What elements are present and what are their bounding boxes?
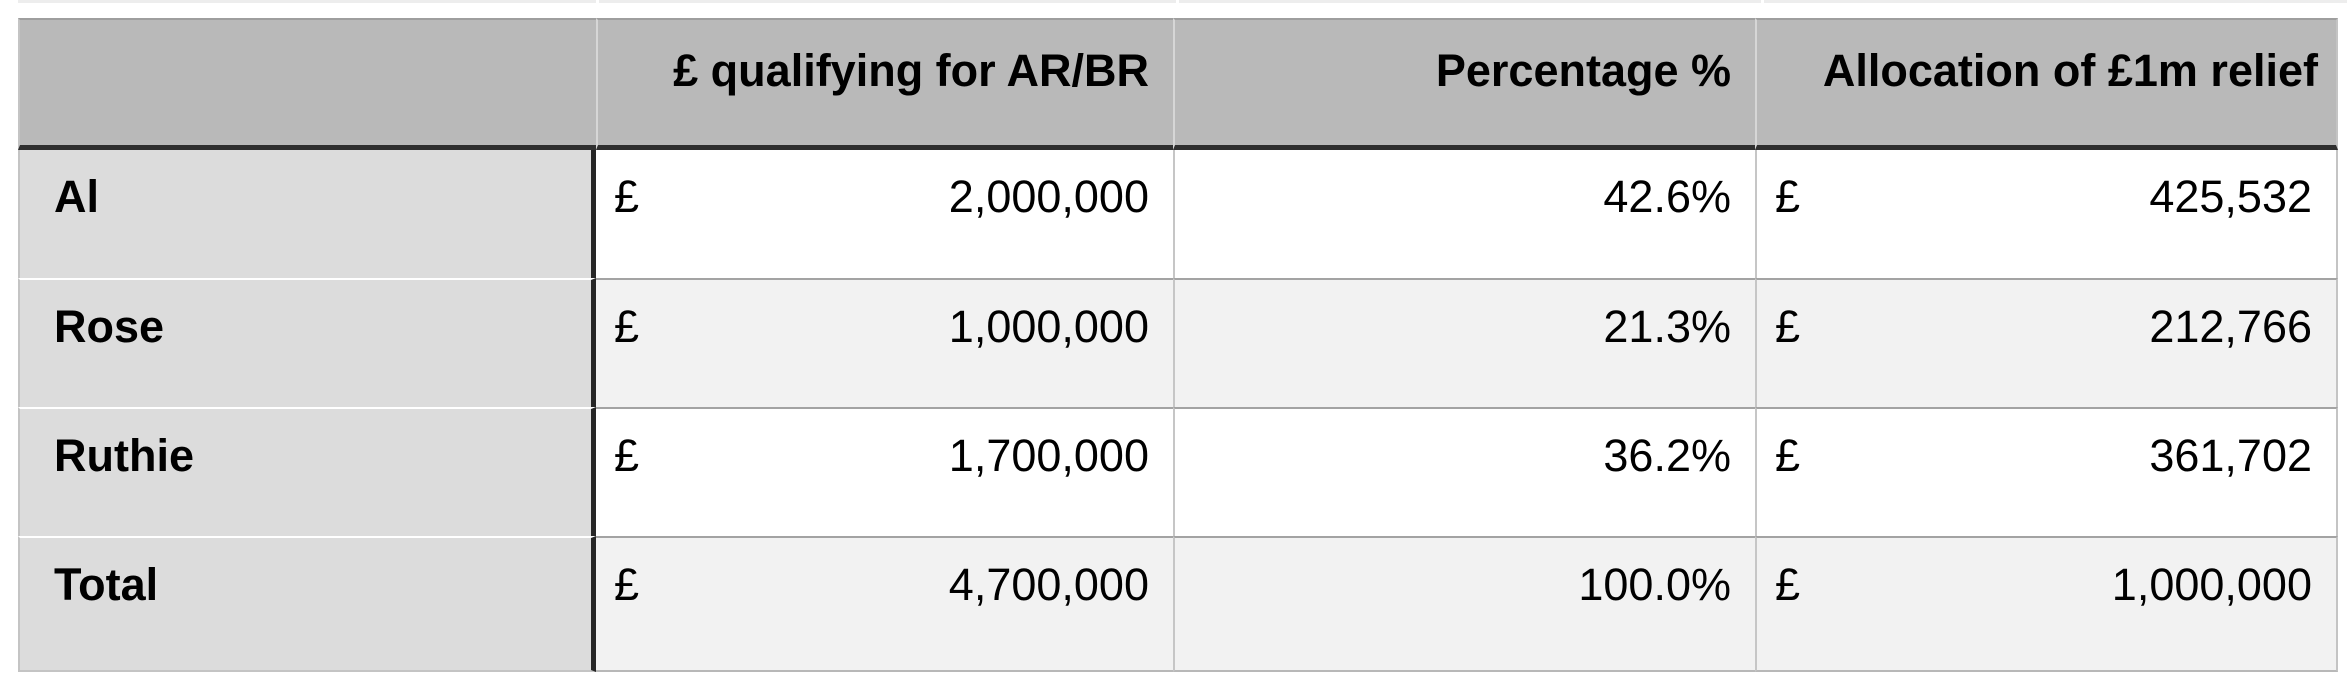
- currency-symbol: £: [1775, 301, 1801, 352]
- cell-ruthie-percentage[interactable]: 36.2%: [1173, 407, 1755, 536]
- currency-symbol: £: [614, 301, 640, 352]
- cell-ruthie-qualifying[interactable]: £ 1,700,000: [596, 407, 1173, 536]
- amount-value: 1,700,000: [948, 430, 1149, 481]
- cell-total-percentage[interactable]: 100.0%: [1173, 536, 1755, 672]
- cropped-cell-edge: [599, 0, 1176, 3]
- amount-value: 2,000,000: [948, 171, 1149, 222]
- cell-total-qualifying[interactable]: £ 4,700,000: [596, 536, 1173, 672]
- currency-symbol: £: [1775, 430, 1801, 481]
- currency-symbol: £: [1775, 171, 1801, 222]
- row-label-ruthie[interactable]: Ruthie: [18, 407, 596, 536]
- row-label-al[interactable]: Al: [18, 150, 596, 278]
- cell-ruthie-allocation[interactable]: £ 361,702: [1755, 407, 2338, 536]
- currency-symbol: £: [614, 559, 640, 610]
- cropped-cell-edge: [18, 0, 596, 3]
- currency-symbol: £: [614, 171, 640, 222]
- cropped-row-top-edge: [18, 0, 2347, 3]
- header-cell-allocation[interactable]: Allocation of £1m relief: [1755, 18, 2338, 150]
- amount-value: 4,700,000: [948, 559, 1149, 610]
- header-cell-percentage[interactable]: Percentage %: [1173, 18, 1755, 150]
- amount-value: 1,000,000: [948, 301, 1149, 352]
- amount-value: 212,766: [2149, 301, 2312, 352]
- cell-rose-allocation[interactable]: £ 212,766: [1755, 278, 2338, 407]
- row-label-rose[interactable]: Rose: [18, 278, 596, 407]
- cell-al-percentage[interactable]: 42.6%: [1173, 150, 1755, 278]
- cropped-cell-edge: [1764, 0, 2347, 3]
- relief-allocation-table: £ qualifying for AR/BR Percentage % Allo…: [18, 18, 2338, 672]
- cell-al-qualifying[interactable]: £ 2,000,000: [596, 150, 1173, 278]
- amount-value: 1,000,000: [2111, 559, 2312, 610]
- cell-total-allocation[interactable]: £ 1,000,000: [1755, 536, 2338, 672]
- currency-symbol: £: [1775, 559, 1801, 610]
- amount-value: 425,532: [2149, 171, 2312, 222]
- cell-rose-percentage[interactable]: 21.3%: [1173, 278, 1755, 407]
- row-label-total[interactable]: Total: [18, 536, 596, 672]
- header-cell-qualifying[interactable]: £ qualifying for AR/BR: [596, 18, 1173, 150]
- cell-al-allocation[interactable]: £ 425,532: [1755, 150, 2338, 278]
- header-cell-blank[interactable]: [18, 18, 596, 150]
- cell-rose-qualifying[interactable]: £ 1,000,000: [596, 278, 1173, 407]
- currency-symbol: £: [614, 430, 640, 481]
- cropped-cell-edge: [1179, 0, 1761, 3]
- amount-value: 361,702: [2149, 430, 2312, 481]
